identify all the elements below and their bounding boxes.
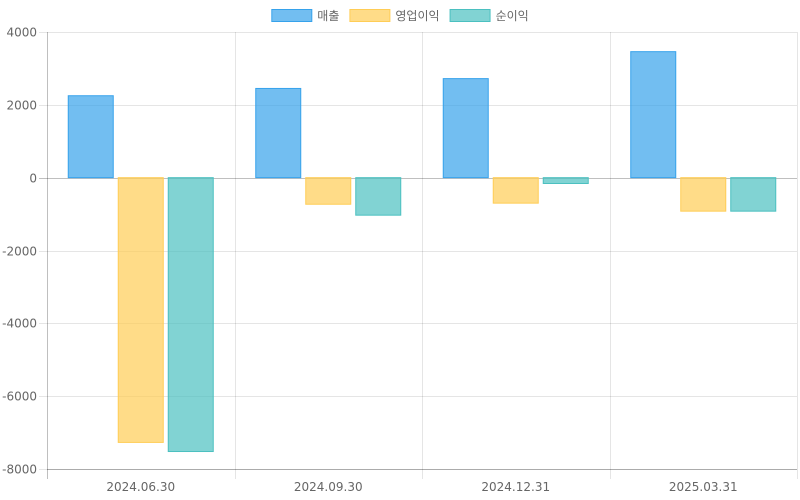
x-tick-label: 2024.12.31	[481, 480, 550, 494]
bar	[492, 177, 539, 204]
legend-label: 영업이익	[395, 9, 439, 23]
bar	[630, 51, 677, 179]
y-tick-label: 4000	[6, 26, 37, 40]
legend-swatch	[271, 9, 313, 22]
y-tick-label: -8000	[2, 463, 37, 477]
bar	[255, 87, 302, 179]
bar	[355, 177, 402, 216]
legend-label: 매출	[317, 9, 339, 23]
legend: 매출 영업이익 순이익	[271, 9, 529, 23]
x-tick-label: 2024.06.30	[106, 480, 175, 494]
legend-item: 순이익	[449, 9, 529, 23]
bar	[167, 177, 214, 453]
y-tick-label: 0	[29, 172, 37, 186]
bar	[67, 95, 114, 179]
legend-label: 순이익	[496, 9, 529, 23]
x-tick-label: 2025.03.31	[669, 480, 738, 494]
legend-swatch	[349, 9, 391, 22]
bar	[117, 177, 164, 443]
y-tick-label: -6000	[2, 390, 37, 404]
bar	[730, 177, 777, 212]
bar	[680, 177, 727, 212]
legend-item: 매출	[271, 9, 339, 23]
bar	[442, 78, 489, 179]
legend-swatch	[449, 9, 491, 22]
x-tick-label: 2024.09.30	[294, 480, 363, 494]
bar	[542, 177, 589, 184]
legend-item: 영업이익	[349, 9, 440, 23]
axes: 4000 2000 0 -2000 -4000 -6000 -8000 2024.06.30 2…	[2, 26, 797, 494]
y-tick-label: -2000	[2, 245, 37, 259]
bars	[67, 51, 777, 453]
bar	[305, 177, 352, 205]
y-tick-label: 2000	[6, 99, 37, 113]
y-tick-label: -4000	[2, 317, 37, 331]
grid	[39, 32, 798, 479]
